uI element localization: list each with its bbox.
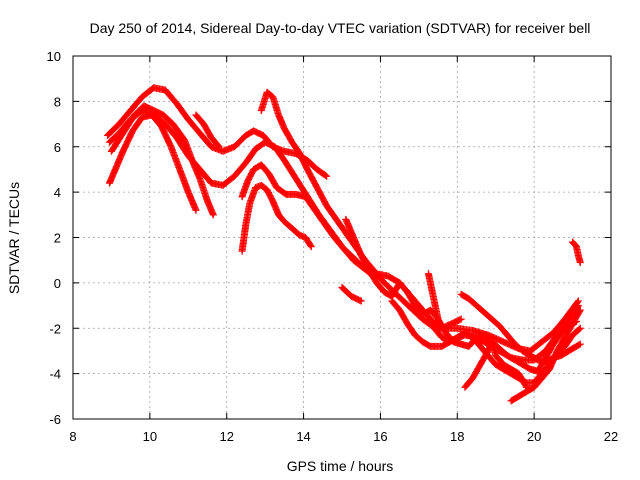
y-tick-label: -4 [49,367,61,382]
y-tick-label: 0 [54,276,61,291]
series-track-12 [424,270,444,332]
chart-title: Day 250 of 2014, Sidereal Day-to-day VTE… [90,20,591,36]
data-point [457,315,465,323]
x-tick-labels: 8 10 12 14 16 18 20 22 [69,429,618,444]
data-point [307,243,315,251]
data-point [574,302,582,310]
axis-ticks [72,55,612,420]
series-track-9 [338,283,365,305]
series-track-14 [461,338,530,391]
x-axis-label: GPS time / hours [287,458,394,474]
data-point [576,306,584,314]
data-point [522,382,530,390]
data-points [104,84,584,405]
x-tick-label: 16 [373,429,387,444]
series-track-7 [238,161,377,280]
data-point [214,142,222,150]
y-tick-label: 6 [54,140,61,155]
x-tick-label: 12 [219,429,233,444]
data-point [576,258,584,266]
y-tick-label: 2 [54,231,61,246]
data-point [209,211,217,219]
y-tick-label: -2 [49,321,61,336]
data-point [215,143,223,151]
y-tick-labels: -6 -4 -2 0 2 4 6 8 10 [47,49,61,427]
data-point [306,241,314,249]
series-track-3 [106,111,200,214]
series-track-17 [569,238,584,266]
y-tick-label: 4 [54,185,61,200]
x-tick-label: 20 [527,429,541,444]
series-track-6 [238,181,315,255]
data-point [321,171,329,179]
data-point [192,206,200,214]
series-track-16 [507,306,584,405]
x-tick-label: 22 [604,429,618,444]
data-point [576,324,584,332]
x-tick-label: 18 [450,429,464,444]
y-tick-label: 10 [47,49,61,64]
series-track-5 [192,111,223,151]
data-point [575,325,583,333]
series-track-4 [107,102,217,219]
data-point [576,340,584,348]
data-point [575,341,583,349]
y-tick-label: 8 [54,94,61,109]
y-axis-label: SDTVAR / TECUs [6,182,22,294]
data-point [357,297,365,305]
x-tick-label: 8 [69,429,76,444]
x-tick-label: 14 [296,429,310,444]
data-point [323,172,331,180]
series-track-1 [104,84,331,180]
y-tick-label: -6 [49,412,61,427]
x-tick-label: 10 [143,429,157,444]
data-point [575,307,583,315]
